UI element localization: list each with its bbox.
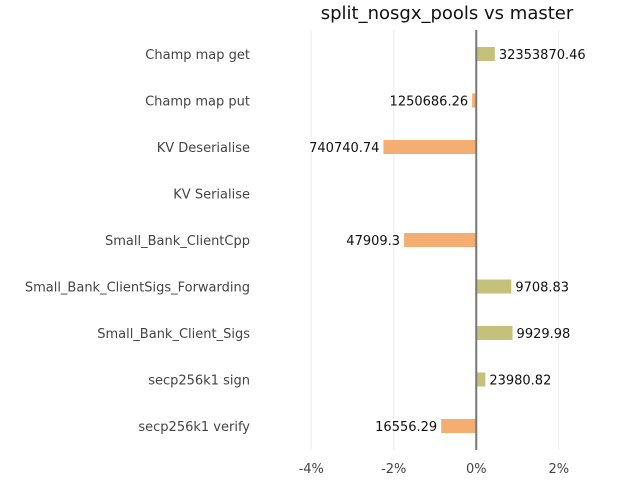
category-label: Small_Bank_ClientCpp [105, 234, 250, 249]
bar [472, 93, 477, 108]
category-label: Champ map get [145, 48, 250, 63]
value-label: 23980.82 [489, 374, 551, 389]
bar [476, 326, 513, 340]
value-label: 16556.29 [375, 420, 437, 435]
bar [383, 140, 477, 154]
value-label: 9929.98 [517, 327, 571, 342]
grid-lines [310, 30, 560, 450]
value-label: 47909.3 [346, 234, 400, 249]
category-label: secp256k1 sign [148, 374, 250, 389]
x-tick-label: 2% [548, 462, 569, 477]
category-label: KV Deserialise [157, 141, 250, 156]
category-label: Champ map put [145, 95, 250, 110]
bar [476, 47, 495, 61]
value-label: 9708.83 [515, 281, 569, 296]
bar [441, 419, 477, 433]
x-tick-label: 0% [466, 462, 487, 477]
bar [476, 279, 512, 294]
value-label: 1250686.26 [390, 95, 469, 110]
chart-title: split_nosgx_pools vs master [321, 3, 574, 24]
bar [404, 233, 477, 247]
category-label: Small_Bank_ClientSigs_Forwarding [25, 281, 250, 296]
category-label: Small_Bank_Client_Sigs [97, 327, 250, 342]
bars [383, 47, 513, 433]
category-label: secp256k1 verify [138, 420, 250, 435]
labels: -4% -2% 0% 2% Champ map get 32353870.46 Champ … [25, 48, 586, 477]
x-tick-label: -2% [381, 462, 406, 477]
category-label: KV Serialise [173, 188, 250, 203]
value-label: 32353870.46 [499, 48, 586, 63]
x-tick-label: -4% [299, 462, 324, 477]
bar [476, 372, 486, 387]
value-label: 740740.74 [309, 141, 379, 156]
